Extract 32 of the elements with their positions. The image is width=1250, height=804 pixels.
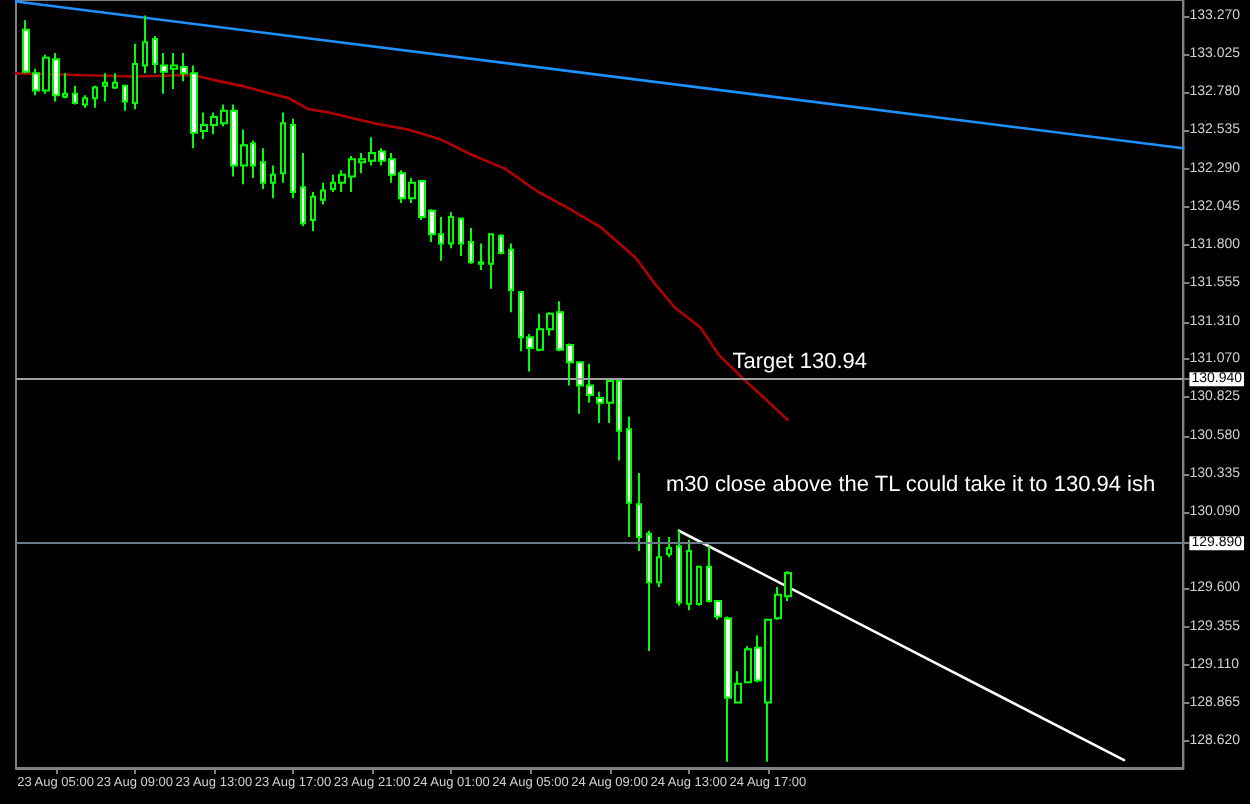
candlestick xyxy=(498,233,504,256)
ref-line-label: Target 130.94 xyxy=(732,350,867,375)
candlestick xyxy=(260,147,266,190)
candlestick xyxy=(626,415,632,538)
candlestick xyxy=(320,181,326,206)
candlestick xyxy=(300,151,306,228)
candlestick xyxy=(132,42,138,111)
candlestick xyxy=(112,72,118,90)
candlestick xyxy=(122,84,128,112)
candlestick xyxy=(72,84,78,106)
candlestick xyxy=(92,84,98,109)
candlestick xyxy=(488,233,494,290)
candlestick xyxy=(310,191,316,233)
candlestick xyxy=(468,226,474,265)
candlestick xyxy=(666,535,672,559)
candlestick xyxy=(636,471,642,553)
candlestick xyxy=(458,217,464,257)
candlestick xyxy=(696,565,702,607)
candlestick xyxy=(508,242,514,314)
candlestick xyxy=(656,535,662,588)
candlestick xyxy=(152,34,158,75)
candlestick xyxy=(290,117,296,200)
candlestick xyxy=(686,539,692,612)
annotation: m30 close above the TL could take it to 130.94 ish xyxy=(666,473,1156,497)
candlestick xyxy=(280,111,286,184)
candlestick xyxy=(270,164,276,200)
candlestick xyxy=(82,94,88,109)
candlestick xyxy=(646,529,652,652)
candlestick xyxy=(448,211,454,250)
candlestick xyxy=(142,14,148,75)
candlestick xyxy=(102,72,108,103)
candlestick xyxy=(478,242,484,272)
